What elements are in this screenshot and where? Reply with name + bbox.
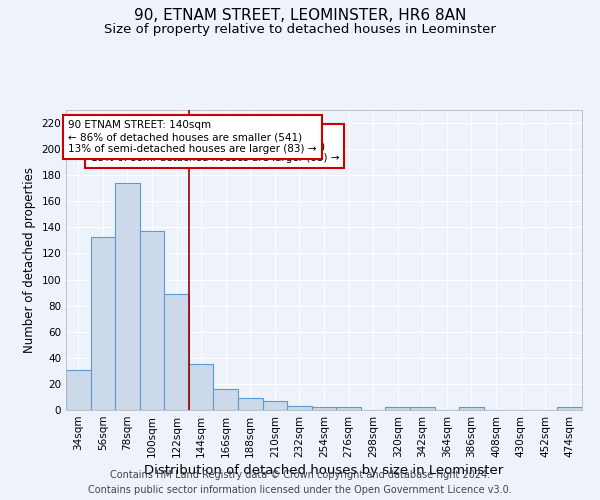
Bar	[66, 370, 91, 410]
Bar	[238, 398, 263, 410]
Text: 90 ETNAM STREET: 140sqm
← 86% of detached houses are smaller (541)
13% of semi-d: 90 ETNAM STREET: 140sqm ← 86% of detache…	[91, 130, 339, 163]
Bar	[459, 408, 484, 410]
Y-axis label: Number of detached properties: Number of detached properties	[23, 167, 36, 353]
Bar	[140, 232, 164, 410]
Bar	[336, 408, 361, 410]
Bar	[189, 364, 214, 410]
Bar	[214, 389, 238, 410]
Text: Contains HM Land Registry data © Crown copyright and database right 2024.: Contains HM Land Registry data © Crown c…	[110, 470, 490, 480]
Bar	[263, 401, 287, 410]
Text: 90 ETNAM STREET: 140sqm
← 86% of detached houses are smaller (541)
13% of semi-d: 90 ETNAM STREET: 140sqm ← 86% of detache…	[68, 120, 317, 154]
Bar	[385, 408, 410, 410]
Text: 90, ETNAM STREET, LEOMINSTER, HR6 8AN: 90, ETNAM STREET, LEOMINSTER, HR6 8AN	[134, 8, 466, 22]
Bar	[115, 183, 140, 410]
Text: Contains public sector information licensed under the Open Government Licence v3: Contains public sector information licen…	[88, 485, 512, 495]
Bar	[312, 408, 336, 410]
Bar	[164, 294, 189, 410]
Bar	[287, 406, 312, 410]
Bar	[91, 236, 115, 410]
Text: Size of property relative to detached houses in Leominster: Size of property relative to detached ho…	[104, 22, 496, 36]
Bar	[557, 408, 582, 410]
X-axis label: Distribution of detached houses by size in Leominster: Distribution of detached houses by size …	[145, 464, 503, 477]
Bar	[410, 408, 434, 410]
